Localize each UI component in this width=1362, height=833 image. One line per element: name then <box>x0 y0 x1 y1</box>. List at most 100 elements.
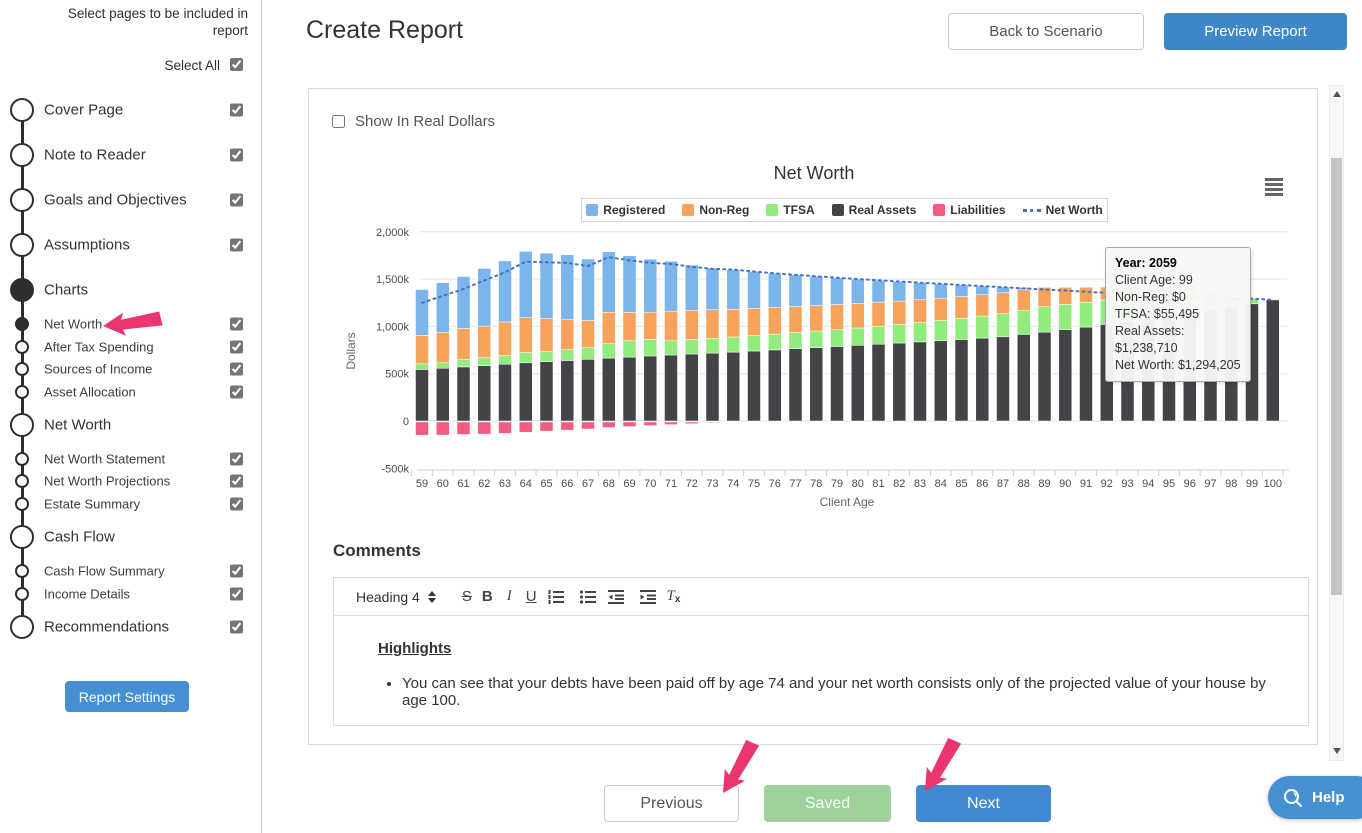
svg-text:60: 60 <box>437 478 449 490</box>
timeline-node-cover-page-0[interactable] <box>10 98 34 122</box>
include-checkbox-assumptions-3[interactable] <box>230 238 243 252</box>
select-all-checkbox[interactable] <box>230 58 243 71</box>
next-button[interactable]: Next <box>916 785 1051 822</box>
include-checkbox-cover-page-0[interactable] <box>230 103 243 117</box>
include-checkbox-net-worth-5[interactable] <box>230 317 243 331</box>
legend-item-registered[interactable]: Registered <box>586 203 665 217</box>
timeline-node-estate-summary-12[interactable] <box>15 497 29 511</box>
back-to-scenario-button[interactable]: Back to Scenario <box>948 13 1144 50</box>
sidebar-item-goals-and-objectives-2[interactable]: Goals and Objectives <box>44 191 187 209</box>
svg-text:87: 87 <box>997 478 1009 490</box>
sidebar-item-cash-flow-summary-14[interactable]: Cash Flow Summary <box>44 563 165 579</box>
scrollbar-thumb[interactable] <box>1331 158 1342 595</box>
svg-text:1,500k: 1,500k <box>376 274 410 286</box>
svg-text:96: 96 <box>1184 478 1196 490</box>
timeline-node-net-worth-9[interactable] <box>10 413 34 437</box>
svg-text:91: 91 <box>1080 478 1092 490</box>
comments-editor-content[interactable]: Highlights You can see that your debts h… <box>334 616 1308 709</box>
timeline-node-net-worth-statement-10[interactable] <box>15 452 29 466</box>
select-all-label: Select All <box>164 58 220 73</box>
svg-text:Dollars: Dollars <box>344 332 358 369</box>
sidebar-item-net-worth-statement-10[interactable]: Net Worth Statement <box>44 451 166 467</box>
include-checkbox-cash-flow-summary-14[interactable] <box>230 564 243 578</box>
report-settings-button[interactable]: Report Settings <box>65 681 189 712</box>
timeline-node-recommendations-16[interactable] <box>10 615 34 639</box>
include-checkbox-net-worth-projections-11[interactable] <box>230 474 243 488</box>
show-real-dollars-checkbox[interactable] <box>332 115 345 128</box>
italic-button[interactable]: I <box>506 588 512 604</box>
indent-button[interactable] <box>639 589 657 605</box>
chart-legend: Registered Non-Reg TFSA Real Assets Liabilit… <box>581 198 1108 222</box>
legend-swatch-non-reg <box>682 204 695 216</box>
timeline-node-note-to-reader-1[interactable] <box>10 143 34 167</box>
sidebar-item-charts-4[interactable]: Charts <box>44 281 89 299</box>
include-checkbox-after-tax-spending-6[interactable] <box>230 340 243 354</box>
tooltip-line: Non-Reg: $0 <box>1115 290 1186 304</box>
sidebar-item-after-tax-spending-6[interactable]: After Tax Spending <box>44 339 154 355</box>
sidebar-item-sources-of-income-7[interactable]: Sources of Income <box>44 361 153 377</box>
timeline-node-goals-and-objectives-2[interactable] <box>10 188 34 212</box>
tooltip-title: Year: 2059 <box>1115 256 1177 270</box>
bold-button[interactable]: B <box>481 588 493 605</box>
timeline-node-income-details-15[interactable] <box>15 587 29 601</box>
include-checkbox-goals-and-objectives-2[interactable] <box>230 193 243 207</box>
include-checkbox-asset-allocation-8[interactable] <box>230 385 243 399</box>
sidebar-item-cover-page-0[interactable]: Cover Page <box>44 101 124 119</box>
svg-text:84: 84 <box>935 478 947 490</box>
legend-item-non-reg[interactable]: Non-Reg <box>682 203 749 217</box>
timeline-node-cash-flow-summary-14[interactable] <box>15 564 29 578</box>
timeline-node-net-worth-5[interactable] <box>15 317 29 331</box>
include-checkbox-net-worth-statement-10[interactable] <box>230 452 243 466</box>
svg-text:0: 0 <box>403 416 409 428</box>
strikethrough-button[interactable]: S <box>461 588 472 605</box>
scroll-down-arrow-icon[interactable] <box>1333 748 1341 754</box>
timeline-node-after-tax-spending-6[interactable] <box>15 340 29 354</box>
help-button[interactable]: Help <box>1268 776 1362 819</box>
bullet-list-button[interactable] <box>579 589 597 605</box>
outdent-button[interactable] <box>607 589 625 605</box>
svg-text:70: 70 <box>644 478 656 490</box>
svg-text:78: 78 <box>810 478 822 490</box>
saved-button[interactable]: Saved <box>764 785 891 822</box>
sidebar-item-note-to-reader-1[interactable]: Note to Reader <box>44 146 146 164</box>
legend-item-liabilities[interactable]: Liabilities <box>933 203 1006 217</box>
legend-item-tfsa[interactable]: TFSA <box>766 203 815 217</box>
sidebar-item-income-details-15[interactable]: Income Details <box>44 586 130 602</box>
heading-selector[interactable]: Heading 4 <box>356 589 436 605</box>
tooltip-line: Client Age: 99 <box>1115 273 1193 287</box>
sidebar-item-net-worth-5[interactable]: Net Worth <box>44 316 103 332</box>
include-checkbox-estate-summary-12[interactable] <box>230 497 243 511</box>
sidebar-item-net-worth-projections-11[interactable]: Net Worth Projections <box>44 473 171 489</box>
svg-text:97: 97 <box>1204 478 1216 490</box>
include-checkbox-recommendations-16[interactable] <box>230 620 243 634</box>
sidebar-item-estate-summary-12[interactable]: Estate Summary <box>44 496 141 512</box>
ordered-list-button[interactable] <box>547 589 565 605</box>
timeline-node-sources-of-income-7[interactable] <box>15 362 29 376</box>
sidebar-item-recommendations-16[interactable]: Recommendations <box>44 618 170 636</box>
sidebar-item-net-worth-9[interactable]: Net Worth <box>44 416 112 434</box>
include-checkbox-sources-of-income-7[interactable] <box>230 362 243 376</box>
legend-swatch-tfsa <box>766 204 779 216</box>
hamburger-icon[interactable] <box>1265 178 1283 198</box>
timeline-node-assumptions-3[interactable] <box>10 233 34 257</box>
svg-text:66: 66 <box>561 478 573 490</box>
scroll-up-arrow-icon[interactable] <box>1333 91 1341 97</box>
legend-label: Non-Reg <box>699 203 750 217</box>
preview-report-button[interactable]: Preview Report <box>1164 13 1347 50</box>
underline-button[interactable]: U <box>525 588 537 605</box>
timeline-node-net-worth-projections-11[interactable] <box>15 474 29 488</box>
legend-item-net-worth[interactable]: Net Worth <box>1022 203 1103 217</box>
previous-button[interactable]: Previous <box>604 785 739 822</box>
tooltip-line: Net Worth: $1,294,205 <box>1115 358 1241 372</box>
sidebar-item-cash-flow-13[interactable]: Cash Flow <box>44 528 115 546</box>
timeline-node-cash-flow-13[interactable] <box>10 525 34 549</box>
timeline-node-asset-allocation-8[interactable] <box>15 385 29 399</box>
svg-text:83: 83 <box>914 478 926 490</box>
legend-item-real-assets[interactable]: Real Assets <box>831 203 916 217</box>
sidebar-item-asset-allocation-8[interactable]: Asset Allocation <box>44 384 136 400</box>
include-checkbox-income-details-15[interactable] <box>230 587 243 601</box>
include-checkbox-note-to-reader-1[interactable] <box>230 148 243 162</box>
sidebar-item-assumptions-3[interactable]: Assumptions <box>44 236 130 254</box>
timeline-node-charts-4[interactable] <box>10 278 34 302</box>
